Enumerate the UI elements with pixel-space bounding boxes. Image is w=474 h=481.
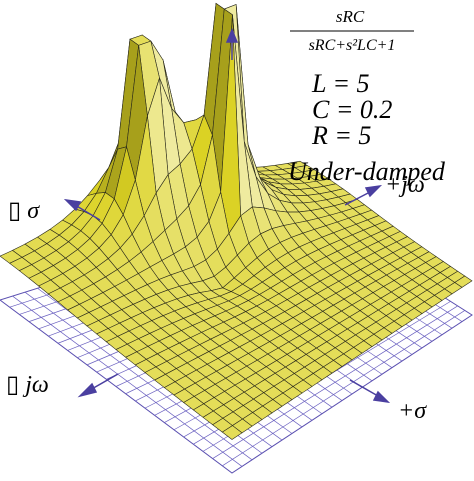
axis-label: ▯ σ [8, 198, 40, 224]
axis-label: +jω [385, 172, 425, 198]
formula-numerator: sRC [336, 7, 365, 26]
formula-denominator: sRC+s²LC+1 [309, 37, 396, 54]
parameter: C = 0.2 [312, 95, 392, 124]
base-grid-line [222, 310, 466, 467]
condition: Under-damped [288, 157, 446, 186]
axis-label: ▯ jω [6, 372, 49, 398]
axis-label: +σ [398, 398, 427, 424]
parameter: L = 5 [311, 69, 370, 98]
axis-arrows [63, 28, 391, 404]
parameter: R = 5 [311, 121, 371, 150]
surface-cell [221, 425, 243, 440]
base-grid-line [24, 291, 253, 461]
surface-mesh [0, 2, 473, 440]
base-grid-line [212, 305, 458, 459]
base-grid-line [12, 295, 243, 467]
